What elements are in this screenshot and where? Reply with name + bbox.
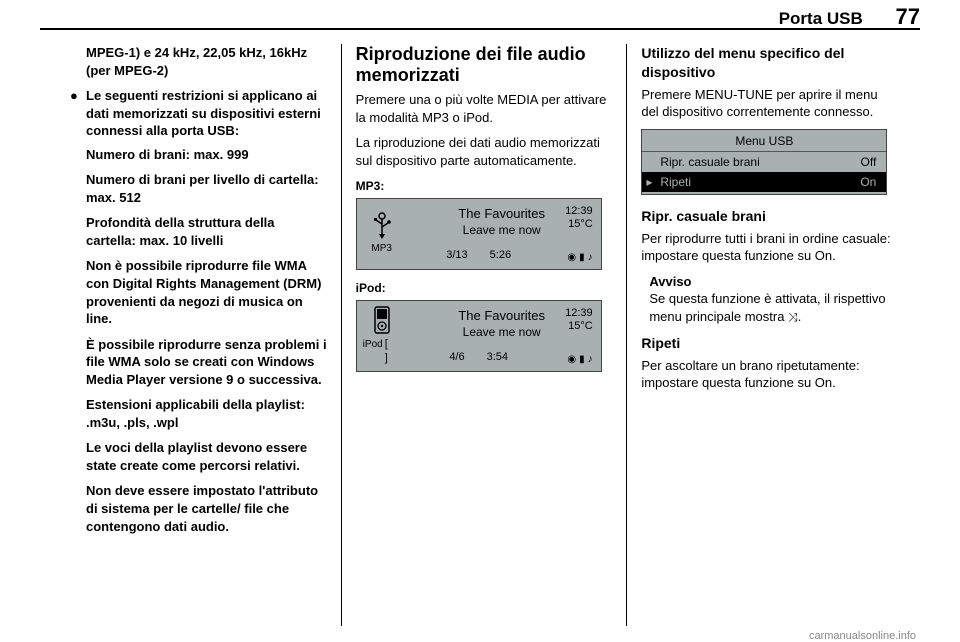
col2-p2: La riproduzione dei dati audio memo­rizz…	[356, 134, 613, 169]
avviso-body-b: .	[798, 309, 802, 324]
col3-heading-device-menu: Utilizzo del menu specifico del disposit…	[641, 44, 898, 82]
mp3-label: MP3:	[356, 178, 613, 194]
footer-watermark: carmanualsonline.info	[809, 630, 916, 642]
menu-row1-value: Off	[861, 154, 877, 170]
menu-row-shuffle: Ripr. casuale brani Off	[642, 152, 886, 172]
page-header: Porta USB 77	[779, 4, 920, 30]
ipod-temp: 15°C	[565, 320, 593, 333]
col1-p7: Le voci della playlist devono essere sta…	[86, 439, 327, 474]
col1-p1: Numero di brani: max. 999	[86, 146, 327, 164]
avviso-body-a: Se questa funzione è attivata, il rispet…	[649, 291, 885, 324]
menu-row2-value: On	[860, 174, 876, 190]
col1-p4: Non è possibile riprodurre file WMA con …	[86, 257, 327, 327]
col3-p2: Per riprodurre tutti i brani in ordine c…	[641, 230, 898, 265]
ipod-top-right: 12:39 15°C	[565, 307, 593, 333]
note-icon: ♪	[588, 251, 593, 265]
col3-p3: Per ascoltare un brano ripetuta­mente: i…	[641, 357, 898, 392]
col1-bullet-text: Le seguenti restrizioni si appli­cano ai…	[86, 87, 327, 140]
col2-heading: Riproduzione dei file audio memorizzati	[356, 44, 613, 85]
col1-bullet: ● Le seguenti restrizioni si appli­cano …	[70, 87, 327, 140]
bullet-dot: ●	[70, 87, 86, 140]
menu-title: Menu USB	[642, 130, 886, 152]
ipod-icon	[372, 306, 392, 336]
col1-p3: Profondità della struttura della cartell…	[86, 214, 327, 249]
col2-p1: Premere una o più volte MEDIA per attiva…	[356, 91, 613, 126]
ipod-clock: 12:39	[565, 307, 593, 320]
ipod-track: 4/6	[449, 350, 464, 365]
col3-heading-shuffle: Ripr. casuale brani	[641, 207, 898, 226]
lock-icon: ▮	[579, 251, 585, 265]
mp3-status-icons: ◉ ▮ ♪	[567, 251, 592, 265]
mp3-top-right: 12:39 15°C	[565, 205, 593, 231]
usb-icon	[371, 212, 393, 240]
note-icon: ♪	[588, 353, 593, 367]
lock-icon: ▮	[579, 353, 585, 367]
ipod-elapsed: 3:54	[487, 350, 508, 365]
col3-heading-repeat: Ripeti	[641, 334, 898, 353]
header-page-number: 77	[896, 4, 920, 29]
avviso-body: Se questa funzione è attivata, il rispet…	[649, 290, 898, 325]
content-columns: MPEG-1) e 24 kHz, 22,05 kHz, 16kHz (per …	[56, 44, 912, 626]
col1-p8: Non deve essere impostato l'at­tributo d…	[86, 482, 327, 535]
disc-icon: ◉	[567, 251, 576, 265]
ipod-label: iPod:	[356, 280, 613, 296]
usb-menu-display: Menu USB Ripr. casuale brani Off Ripeti …	[641, 129, 887, 195]
col1-p6: Estensioni applicabili della play­list: …	[86, 396, 327, 431]
col1-p5: È possibile riprodurre senza problemi i …	[86, 336, 327, 389]
shuffle-icon: ⤨	[788, 309, 798, 325]
header-section: Porta USB	[779, 9, 863, 28]
ipod-status-icons: ◉ ▮ ♪	[567, 353, 592, 367]
mp3-bottom-center: 3/13 5:26	[357, 248, 601, 263]
menu-row2-label: Ripeti	[660, 174, 691, 190]
menu-row-repeat: Ripeti On	[642, 172, 886, 192]
mp3-elapsed: 5:26	[490, 248, 511, 263]
column-1: MPEG-1) e 24 kHz, 22,05 kHz, 16kHz (per …	[56, 44, 341, 626]
menu-row1-label: Ripr. casuale brani	[660, 154, 759, 170]
ipod-icon-label: iPod	[363, 338, 383, 352]
avviso-title: Avviso	[649, 273, 898, 291]
mp3-clock: 12:39	[565, 205, 593, 218]
col1-continued-line: MPEG-1) e 24 kHz, 22,05 kHz, 16kHz (per …	[86, 44, 327, 79]
mp3-temp: 15°C	[565, 218, 593, 231]
column-2: Riproduzione dei file audio memorizzati …	[341, 44, 627, 626]
ipod-display: iPod [ ] The Favourites Leave me now 12:…	[356, 300, 602, 372]
col1-p2: Numero di brani per livello di cartella:…	[86, 171, 327, 206]
col3-p1: Premere MENU-TUNE per aprire il menu del…	[641, 86, 898, 121]
avviso-block: Avviso Se questa funzione è attivata, il…	[649, 273, 898, 326]
ipod-bottom-center: 4/6 3:54	[357, 350, 601, 365]
column-3: Utilizzo del menu specifico del disposit…	[626, 44, 912, 626]
disc-icon: ◉	[567, 353, 576, 367]
mp3-track: 3/13	[446, 248, 467, 263]
mp3-display: MP3 The Favourites Leave me now 12:39 15…	[356, 198, 602, 270]
